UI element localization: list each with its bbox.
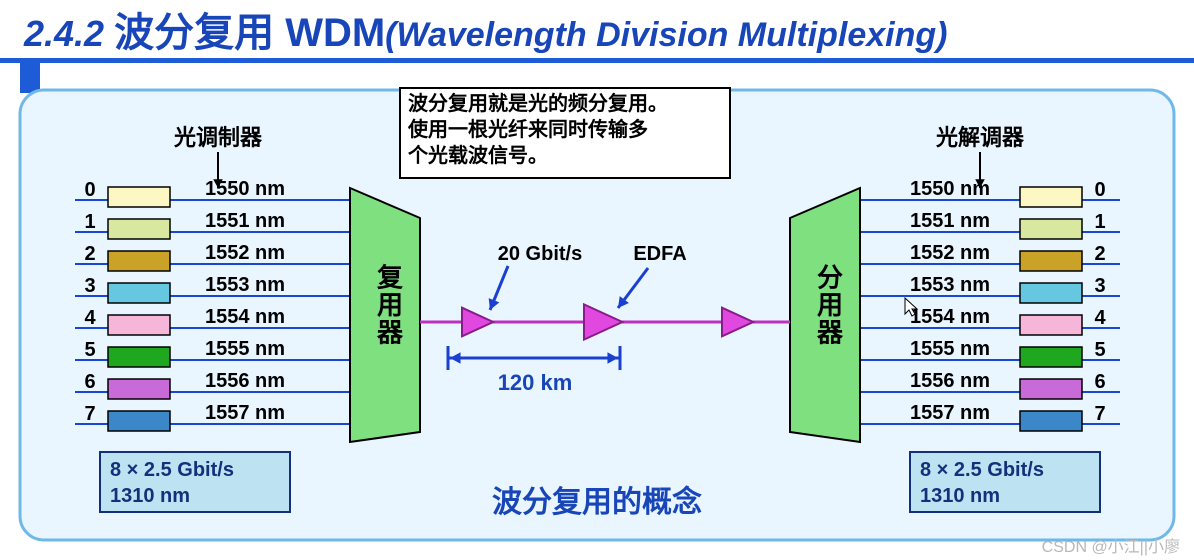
info-line: 个光载波信号。: [407, 143, 548, 167]
right-wavelength-label: 1553 nm: [910, 274, 990, 296]
left-channel-index: 5: [84, 339, 95, 361]
left-wavelength-label: 1552 nm: [205, 242, 285, 264]
distance-label: 120 km: [498, 370, 573, 395]
left-wavelength-label: 1550 nm: [205, 178, 285, 200]
left-wavelength-label: 1554 nm: [205, 306, 285, 328]
right-channel-index: 0: [1094, 179, 1105, 201]
footer-caption: 波分复用的概念: [492, 485, 702, 519]
mux-block-label: 器: [376, 317, 404, 347]
mux-block-label: 复: [377, 263, 404, 293]
left-channel-index: 3: [84, 275, 95, 297]
right-channel-index: 5: [1094, 339, 1105, 361]
right-wavelength-label: 1554 nm: [910, 306, 990, 328]
left-modulator-box: [108, 379, 170, 399]
diagram-svg: 2.4.2 波分复用 WDM(Wavelength Division Multi…: [0, 0, 1194, 560]
left-channel-index: 7: [84, 403, 95, 425]
right-wavelength-label: 1557 nm: [910, 402, 990, 424]
right-modulator-box: [1020, 187, 1082, 207]
left-wavelength-label: 1556 nm: [205, 370, 285, 392]
left-channel-index: 6: [84, 371, 95, 393]
demux-block-label: 器: [816, 317, 844, 347]
right-wavelength-label: 1552 nm: [910, 242, 990, 264]
diagram-root: 2.4.2 波分复用 WDM(Wavelength Division Multi…: [0, 0, 1194, 560]
left-wavelength-label: 1553 nm: [205, 274, 285, 296]
header-underline: [0, 58, 1194, 63]
demux-block-label: 分: [817, 263, 843, 293]
right-modulator-box: [1020, 347, 1082, 367]
left-modulator-box: [108, 347, 170, 367]
left-modulator-box: [108, 411, 170, 431]
right-modulator-box: [1020, 283, 1082, 303]
left-wavelength-label: 1555 nm: [205, 338, 285, 360]
left-modulator-box: [108, 251, 170, 271]
right-modulator-box: [1020, 219, 1082, 239]
right-wavelength-label: 1556 nm: [910, 370, 990, 392]
info-line: 波分复用就是光的频分复用。: [408, 91, 668, 115]
left-wavelength-label: 1557 nm: [205, 402, 285, 424]
left-modulator-box: [108, 315, 170, 335]
note-box-right-line: 1310 nm: [920, 485, 1000, 507]
demux-block-label: 用: [817, 290, 843, 320]
info-line: 使用一根光纤来同时传输多: [407, 117, 648, 141]
watermark: CSDN @小江||小廖: [1042, 537, 1180, 556]
right-modulator-box: [1020, 315, 1082, 335]
left-channel-index: 4: [84, 307, 96, 329]
right-channel-index: 2: [1094, 243, 1105, 265]
left-modulator-box: [108, 283, 170, 303]
left-channel-index: 2: [84, 243, 95, 265]
right-wavelength-label: 1550 nm: [910, 178, 990, 200]
left-channel-index: 1: [84, 211, 95, 233]
right-modulator-box: [1020, 411, 1082, 431]
right-wavelength-label: 1551 nm: [910, 210, 990, 232]
note-box-left-line: 1310 nm: [110, 485, 190, 507]
left-channel-index: 0: [84, 179, 95, 201]
header-strip: [20, 63, 40, 93]
header-title: 2.4.2 波分复用 WDM(Wavelength Division Multi…: [23, 11, 947, 55]
right-channel-index: 1: [1094, 211, 1105, 233]
right-channel-index: 4: [1094, 307, 1106, 329]
mux-block-label: 用: [377, 290, 403, 320]
rate-label: 20 Gbit/s: [498, 243, 582, 265]
edfa-label: EDFA: [633, 243, 686, 265]
left-wavelength-label: 1551 nm: [205, 210, 285, 232]
right-channel-index: 3: [1094, 275, 1105, 297]
right-channel-index: 6: [1094, 371, 1105, 393]
note-box-right-line: 8 × 2.5 Gbit/s: [920, 459, 1044, 481]
right-wavelength-label: 1555 nm: [910, 338, 990, 360]
right-modulator-box: [1020, 379, 1082, 399]
right-header-label: 光解调器: [935, 125, 1025, 150]
right-modulator-box: [1020, 251, 1082, 271]
left-modulator-box: [108, 187, 170, 207]
right-channel-index: 7: [1094, 403, 1105, 425]
note-box-left-line: 8 × 2.5 Gbit/s: [110, 459, 234, 481]
left-header-label: 光调制器: [173, 125, 263, 150]
left-modulator-box: [108, 219, 170, 239]
